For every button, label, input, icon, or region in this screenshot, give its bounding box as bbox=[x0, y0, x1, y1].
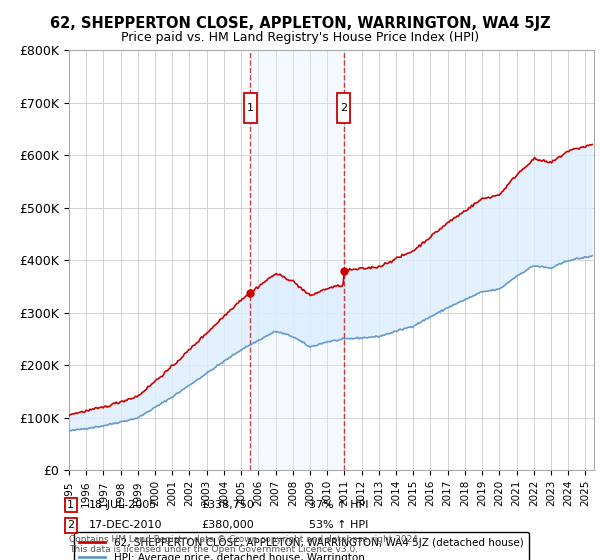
Text: 17-DEC-2010: 17-DEC-2010 bbox=[89, 520, 162, 530]
Text: £380,000: £380,000 bbox=[201, 520, 254, 530]
Bar bbox=[250, 50, 344, 470]
Text: 1: 1 bbox=[67, 500, 74, 510]
Text: 2: 2 bbox=[67, 520, 74, 530]
Legend: 62, SHEPPERTON CLOSE, APPLETON, WARRINGTON, WA4 5JZ (detached house), HPI: Avera: 62, SHEPPERTON CLOSE, APPLETON, WARRINGT… bbox=[74, 533, 529, 560]
Text: 53% ↑ HPI: 53% ↑ HPI bbox=[309, 520, 368, 530]
Text: £338,750: £338,750 bbox=[201, 500, 254, 510]
FancyBboxPatch shape bbox=[244, 94, 257, 123]
Text: 37% ↑ HPI: 37% ↑ HPI bbox=[309, 500, 368, 510]
Text: 2: 2 bbox=[340, 103, 347, 113]
Text: Contains HM Land Registry data © Crown copyright and database right 2024.
This d: Contains HM Land Registry data © Crown c… bbox=[69, 535, 421, 554]
FancyBboxPatch shape bbox=[337, 94, 350, 123]
Text: Price paid vs. HM Land Registry's House Price Index (HPI): Price paid vs. HM Land Registry's House … bbox=[121, 31, 479, 44]
Text: 62, SHEPPERTON CLOSE, APPLETON, WARRINGTON, WA4 5JZ: 62, SHEPPERTON CLOSE, APPLETON, WARRINGT… bbox=[50, 16, 550, 31]
Text: 1: 1 bbox=[247, 103, 254, 113]
Text: 18-JUL-2005: 18-JUL-2005 bbox=[89, 500, 157, 510]
